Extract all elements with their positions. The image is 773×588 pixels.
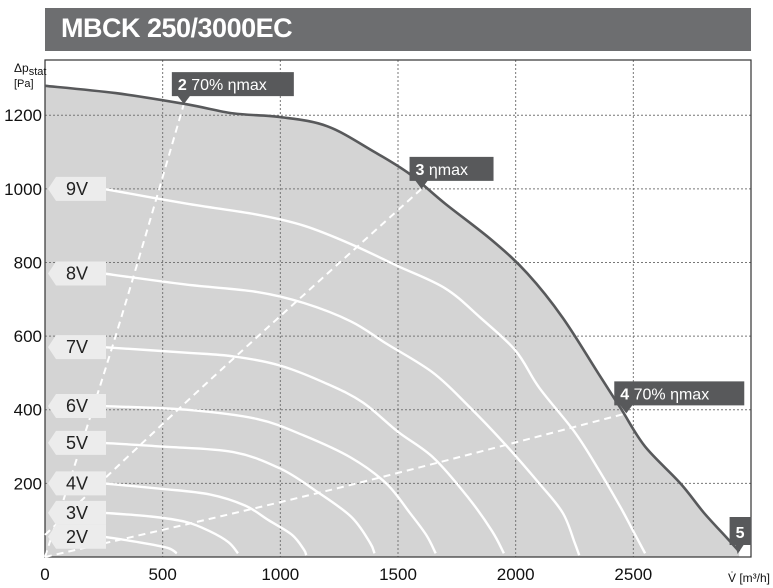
voltage-curve [103,535,178,555]
voltage-curve [103,441,376,554]
y-tick-label: 200 [14,474,42,493]
efficiency-tag-bg [171,72,294,105]
voltage-label: 6V [48,394,106,419]
voltage-label: 8V [48,261,106,286]
x-axis-label: V̇ [m³/h] [728,571,770,585]
voltage-label-bg [48,335,106,360]
efficiency-tag-text: 2 70% ηmax [178,77,267,94]
efficiency-tag-number: 3 [416,162,429,179]
voltage-label-bg [48,524,106,549]
voltage-curve [103,404,437,554]
voltage-label-bg [48,500,106,525]
point5-tag-text: 5 [736,525,745,542]
voltage-label-bg [48,176,106,201]
voltage-curve [103,346,505,554]
y-tick-label: 1200 [4,106,42,125]
y-axis-label: Δpstat [Pa] [14,61,46,90]
voltage-label-bg [48,261,106,286]
voltage-label-text: 9V [66,179,88,199]
voltage-label-text: 8V [66,264,88,284]
efficiency-line [44,103,185,558]
efficiency-line [44,412,627,558]
voltage-label-text: 2V [66,527,88,547]
efficiency-tag: 2 70% ηmax [171,72,294,105]
efficiency-tag: 4 70% ηmax [614,381,745,414]
efficiency-tag-bg [409,156,494,189]
efficiency-tag: 3 ηmax [409,156,494,189]
x-tick-label: 500 [148,565,176,584]
voltage-label: 9V [48,176,106,201]
max-curve [44,84,741,553]
voltage-curve [103,482,308,556]
x-tick-label: 2500 [614,565,652,584]
voltage-curve [103,187,647,554]
voltage-label-text: 5V [66,433,88,453]
y-tick-label: 600 [14,327,42,346]
voltage-label-bg [48,394,106,419]
voltage-label: 2V [48,524,106,549]
voltage-label-text: 3V [66,503,88,523]
y-tick-label: 800 [14,253,42,272]
efficiency-tag-text: 4 70% ηmax [620,386,709,403]
efficiency-tag-label: 70% ηmax [634,386,710,403]
efficiency-tag-bg [614,381,745,414]
x-tick-label: 0 [40,565,49,584]
y-axis-label-unit: [Pa] [14,78,34,90]
title-bar: MBCK 250/3000EC [45,8,751,51]
voltage-label-text: 7V [66,337,88,357]
voltage-label: 7V [48,335,106,360]
efficiency-tag-label: 70% ηmax [191,77,267,94]
efficiency-line [44,188,423,536]
x-tick-label: 1500 [379,565,417,584]
point5-tag-bg [729,517,752,554]
voltage-curve [103,272,581,556]
point5-tag: 5 [729,517,752,554]
y-axis-label-symbol: Δp [14,61,29,75]
y-tick-label: 1000 [4,180,42,199]
voltage-label-bg [48,471,106,496]
voltage-curve [103,511,239,555]
efficiency-tag-text: 3 ηmax [416,162,468,179]
efficiency-tag-number: 2 [178,77,191,94]
y-tick-label: 400 [14,401,42,420]
voltage-label-text: 4V [66,473,88,493]
x-tick-label: 1000 [261,565,299,584]
efficiency-tag-number: 4 [620,386,633,403]
voltage-label-bg [48,430,106,455]
voltage-label: 5V [48,430,106,455]
plot-frame [44,59,752,558]
voltage-label: 4V [48,471,106,496]
efficiency-tag-label: ηmax [429,162,468,179]
voltage-label: 3V [48,500,106,525]
y-axis-label-subscript: stat [29,66,47,78]
voltage-label-text: 6V [66,396,88,416]
chart-title: MBCK 250/3000EC [61,13,293,43]
x-tick-label: 2000 [497,565,535,584]
area-fill [45,85,740,558]
